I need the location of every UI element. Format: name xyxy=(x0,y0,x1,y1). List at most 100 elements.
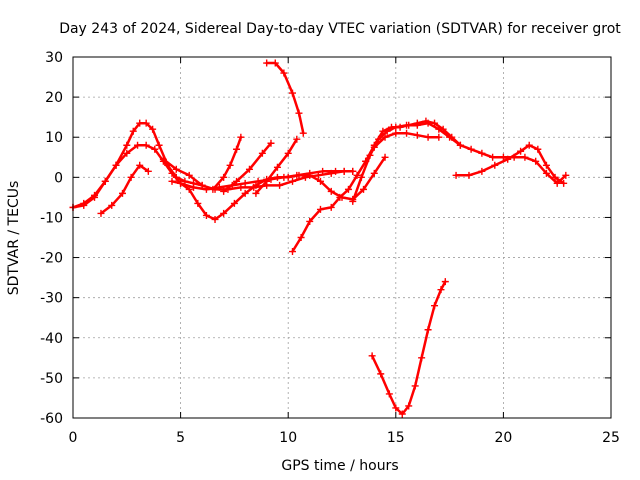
data-point xyxy=(542,169,550,177)
data-point xyxy=(245,165,253,173)
data-point xyxy=(289,248,297,256)
data-point xyxy=(413,121,421,129)
y-tick-label: -50 xyxy=(40,371,63,387)
data-point xyxy=(437,286,445,294)
data-point xyxy=(233,145,241,153)
data-point xyxy=(293,135,301,143)
data-point xyxy=(424,133,432,141)
data-point xyxy=(336,193,344,201)
data-point xyxy=(467,145,475,153)
data-point xyxy=(273,163,281,171)
data-point xyxy=(220,187,228,195)
data-point xyxy=(418,354,426,362)
data-point xyxy=(134,141,142,149)
series-line xyxy=(351,121,568,203)
data-point xyxy=(284,173,292,181)
data-point xyxy=(452,171,460,179)
data-point xyxy=(316,205,324,213)
data-point xyxy=(91,191,99,199)
series-line xyxy=(162,158,355,191)
data-point xyxy=(456,141,464,149)
data-point xyxy=(284,149,292,157)
data-point xyxy=(521,153,529,161)
data-point xyxy=(411,382,419,390)
data-series xyxy=(69,59,570,418)
data-point xyxy=(435,133,443,141)
data-point xyxy=(381,133,389,141)
data-point xyxy=(252,181,260,189)
data-point xyxy=(349,197,357,205)
data-point xyxy=(517,147,525,155)
data-point xyxy=(405,402,413,410)
data-point xyxy=(241,189,249,197)
data-point xyxy=(489,153,497,161)
y-axis-label: SDTVAR / TECUs xyxy=(6,181,22,296)
series-arc8 xyxy=(252,135,301,197)
y-tick-label: -40 xyxy=(40,331,63,347)
data-point xyxy=(241,179,249,187)
x-tick-label: 25 xyxy=(602,430,620,446)
data-point xyxy=(403,121,411,129)
series-arc9 xyxy=(263,59,307,137)
y-tick-label: -30 xyxy=(40,291,63,307)
data-point xyxy=(172,165,180,173)
data-point xyxy=(267,139,275,147)
data-point xyxy=(258,149,266,157)
data-point xyxy=(377,370,385,378)
data-point xyxy=(357,173,365,181)
data-point xyxy=(271,59,279,67)
data-point xyxy=(101,177,109,185)
data-point xyxy=(392,123,400,131)
data-point xyxy=(198,181,206,189)
data-point xyxy=(276,181,284,189)
y-tick-label: -10 xyxy=(40,210,63,226)
data-point xyxy=(233,177,241,185)
data-point xyxy=(446,133,454,141)
data-point xyxy=(306,217,314,225)
data-point xyxy=(424,326,432,334)
data-point xyxy=(144,167,152,175)
data-point xyxy=(108,201,116,209)
x-tick-label: 5 xyxy=(176,430,185,446)
data-point xyxy=(237,183,245,191)
data-point xyxy=(314,171,322,179)
data-point xyxy=(525,141,533,149)
data-point xyxy=(478,167,486,175)
data-point xyxy=(295,171,303,179)
data-point xyxy=(551,173,559,181)
plot-frame xyxy=(72,56,612,419)
data-point xyxy=(413,131,421,139)
data-point xyxy=(316,177,324,185)
data-point xyxy=(392,404,400,412)
data-point xyxy=(123,149,131,157)
data-point xyxy=(142,141,150,149)
data-point xyxy=(383,127,391,135)
data-point xyxy=(327,187,335,195)
series-arc12 xyxy=(362,129,443,165)
data-point xyxy=(349,167,357,175)
data-point xyxy=(562,171,570,179)
series-arc2 xyxy=(69,119,206,211)
data-point xyxy=(280,69,288,77)
series-line xyxy=(170,156,387,221)
data-point xyxy=(273,173,281,181)
x-tick-label: 15 xyxy=(387,430,405,446)
data-point xyxy=(327,203,335,211)
data-point xyxy=(441,278,449,286)
data-point xyxy=(532,157,540,165)
data-point xyxy=(385,390,393,398)
data-point xyxy=(368,352,376,360)
data-point xyxy=(230,199,238,207)
data-point xyxy=(97,209,105,217)
data-point xyxy=(435,125,443,133)
data-point xyxy=(226,161,234,169)
data-point xyxy=(80,199,88,207)
data-point xyxy=(424,119,432,127)
data-point xyxy=(194,199,202,207)
data-point xyxy=(289,177,297,185)
axis-ticks xyxy=(72,56,612,419)
series-arc7 xyxy=(220,139,275,195)
data-point xyxy=(237,133,245,141)
data-point xyxy=(353,171,361,179)
